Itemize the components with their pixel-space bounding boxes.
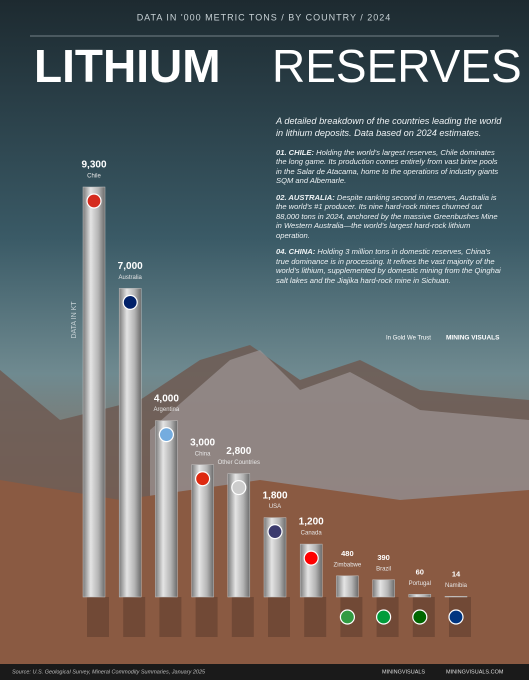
notes: A detailed breakdown of the countries le… [276,116,502,292]
bar [118,288,142,598]
flag [195,471,211,487]
bar [263,517,287,598]
category-label: Portugal [409,581,431,587]
flag [86,193,102,209]
note-heading: 04. CHINA: [276,247,316,257]
flag [448,609,464,625]
bar [82,186,106,598]
note-text: Despite ranking second in reserves, Aust… [276,192,498,240]
bar-shadow [195,597,218,637]
partner-logo: MINING VISUALS [446,335,500,342]
bar-shadow [304,597,327,637]
note-heading: 01. CHILE: [276,148,314,157]
category-label: China [195,451,211,457]
category-label: Chile [87,174,101,180]
flag [376,609,392,625]
note: 01. CHILE: Holding the world's largest r… [276,148,502,186]
y-axis-label: DATA IN KT [71,301,78,339]
title-light: RESERVES [272,40,522,92]
category-label: Namibia [445,583,468,589]
value-label: 60 [416,567,424,576]
category-label: Australia [119,275,143,281]
bar-shadow [87,597,109,637]
flag [339,609,355,625]
bar [336,575,359,598]
category-label: Argentina [154,407,180,413]
bar [408,594,432,598]
social: MININGVISUALS [382,669,425,675]
bar-shadow [231,597,254,637]
value-label: 480 [341,549,354,558]
source: Source: U.S. Geological Survey, Mineral … [12,669,206,675]
value-label: 4,000 [154,393,179,404]
value-label: 390 [377,553,390,562]
value-label: 1,800 [262,490,287,501]
category-label: Brazil [376,566,391,572]
note: 02. AUSTRALIA: Despite ranking second in… [276,193,502,240]
category-label: Zimbabwe [334,562,362,568]
value-label: 3,000 [190,437,215,448]
flag [267,524,283,540]
website: MININGVISUALS.COM [446,669,504,675]
note-text: Holding the world's largest reserves, Ch… [276,148,499,186]
note: 04. CHINA: Holding 3 million tons in dom… [276,247,502,285]
flag [158,427,174,443]
bar-shadow [268,597,290,637]
footer-bar [0,664,529,680]
value-label: 2,800 [226,446,251,457]
category-label: Canada [301,531,323,537]
title-bold: LITHIUM [34,40,221,92]
subtitle: DATA IN '000 METRIC TONS / BY COUNTRY / … [137,12,392,22]
flag [231,479,247,496]
value-label: 1,200 [299,517,324,528]
bar-shadow [159,597,182,637]
flag [412,609,428,625]
partner-logo: In Gold We Trust [386,336,431,342]
bar-shadow [123,597,146,637]
value-label: 7,000 [118,261,143,272]
bar [191,464,214,598]
value-label: 14 [452,569,461,578]
category-label: Other Countries [218,460,260,466]
bar [155,420,178,598]
bar [227,473,251,598]
value-label: 9,300 [81,160,106,171]
bar [444,596,468,598]
intro: A detailed breakdown of the countries le… [276,116,502,138]
bar [372,579,395,598]
category-label: USA [269,504,281,510]
note-text: Holding 3 million tons in domestic reser… [276,247,501,285]
note-heading: 02. AUSTRALIA: [276,192,335,202]
flag [122,294,138,310]
flag [303,550,319,566]
